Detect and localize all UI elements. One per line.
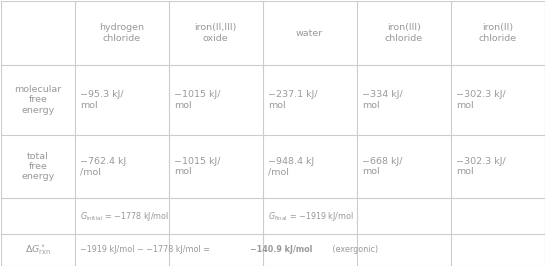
Text: water: water xyxy=(296,29,323,38)
Text: molecular
free
energy: molecular free energy xyxy=(14,85,62,115)
Text: iron(III)
chloride: iron(III) chloride xyxy=(384,23,423,43)
Text: −1015 kJ/
mol: −1015 kJ/ mol xyxy=(174,90,221,109)
Text: −668 kJ/
mol: −668 kJ/ mol xyxy=(362,157,402,176)
Text: −948.4 kJ
/mol: −948.4 kJ /mol xyxy=(268,157,314,176)
Text: $G_\mathrm{final}$ = −1919 kJ/mol: $G_\mathrm{final}$ = −1919 kJ/mol xyxy=(268,210,354,223)
Text: $\Delta G^\circ_\mathrm{rxn}$: $\Delta G^\circ_\mathrm{rxn}$ xyxy=(25,243,51,257)
Text: $G_\mathrm{initial}$ = −1778 kJ/mol: $G_\mathrm{initial}$ = −1778 kJ/mol xyxy=(80,210,169,223)
Text: −302.3 kJ/
mol: −302.3 kJ/ mol xyxy=(456,90,506,109)
Text: −1015 kJ/
mol: −1015 kJ/ mol xyxy=(174,157,221,176)
Text: (exergonic): (exergonic) xyxy=(330,245,378,254)
Text: −302.3 kJ/
mol: −302.3 kJ/ mol xyxy=(456,157,506,176)
Text: iron(II,III)
oxide: iron(II,III) oxide xyxy=(194,23,237,43)
Text: −237.1 kJ/
mol: −237.1 kJ/ mol xyxy=(268,90,318,109)
Text: −334 kJ/
mol: −334 kJ/ mol xyxy=(362,90,403,109)
Text: total
free
energy: total free energy xyxy=(21,152,55,182)
Text: −1919 kJ/mol − −1778 kJ/mol =: −1919 kJ/mol − −1778 kJ/mol = xyxy=(80,245,212,254)
Text: −95.3 kJ/
mol: −95.3 kJ/ mol xyxy=(80,90,124,109)
Text: hydrogen
chloride: hydrogen chloride xyxy=(99,23,144,43)
Text: −762.4 kJ
/mol: −762.4 kJ /mol xyxy=(80,157,127,176)
Text: iron(II)
chloride: iron(II) chloride xyxy=(478,23,517,43)
Text: −140.9 kJ/mol: −140.9 kJ/mol xyxy=(250,245,313,254)
